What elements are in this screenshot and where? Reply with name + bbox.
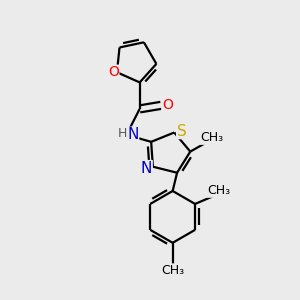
Text: N: N — [141, 161, 152, 176]
Text: CH₃: CH₃ — [207, 184, 230, 197]
Text: N: N — [127, 127, 139, 142]
Text: S: S — [177, 124, 187, 139]
Text: CH₃: CH₃ — [200, 131, 224, 144]
Text: CH₃: CH₃ — [161, 264, 184, 277]
Text: O: O — [108, 65, 119, 79]
Text: H: H — [118, 127, 128, 140]
Text: O: O — [162, 98, 173, 112]
